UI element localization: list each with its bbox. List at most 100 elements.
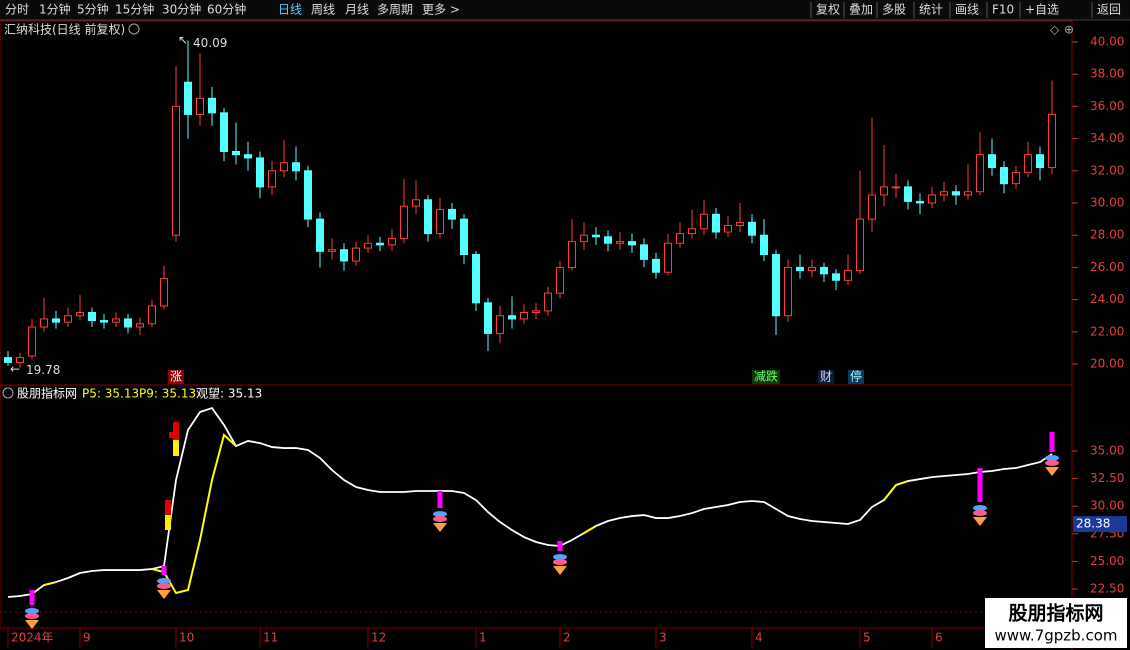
- candle-body: [964, 191, 972, 196]
- candle-body: [544, 292, 552, 312]
- candle-body: [772, 254, 780, 317]
- candle-body: [880, 186, 888, 196]
- candle-body: [352, 247, 360, 262]
- candle-body: [496, 315, 504, 334]
- event-tag[interactable]: 减跌: [754, 369, 778, 384]
- x-tick-label: 3: [659, 631, 667, 645]
- y-tick-label: 26.00: [1090, 260, 1124, 274]
- candle-body: [1024, 154, 1032, 173]
- candle-body: [892, 186, 900, 189]
- candle-body: [580, 234, 588, 243]
- x-tick-label: 5: [863, 631, 871, 645]
- indicator-legend: P9: 35.13: [139, 387, 196, 401]
- event-tag-bg: [168, 370, 185, 384]
- candle-body: [88, 312, 96, 322]
- toolbar-button[interactable]: 返回: [1097, 3, 1121, 17]
- x-tick-label: 6: [935, 631, 943, 645]
- candle-body: [928, 194, 936, 204]
- signal-block: [173, 440, 179, 456]
- toolbar-button[interactable]: 复权: [816, 3, 840, 17]
- candle-body: [904, 186, 912, 202]
- toolbar-tab[interactable]: 5分钟: [77, 2, 109, 17]
- candle-body: [592, 234, 600, 238]
- candle-body: [832, 273, 840, 281]
- candle-body: [364, 242, 372, 249]
- y-tick-label: 24.00: [1090, 292, 1124, 306]
- event-tag[interactable]: 停: [850, 369, 862, 384]
- y-tick-label: 36.00: [1090, 99, 1124, 113]
- signal-bar: [1049, 432, 1055, 452]
- setting-icon[interactable]: ◇: [1050, 23, 1060, 37]
- candle-body: [136, 323, 144, 328]
- candle-body: [148, 305, 156, 325]
- candle-body: [436, 208, 444, 235]
- candle-body: [760, 234, 768, 256]
- toolbar-tab[interactable]: 15分钟: [115, 2, 154, 17]
- candle-body: [508, 315, 516, 320]
- signal-icon: [973, 517, 987, 526]
- y-tick-label: 25.00: [1090, 554, 1124, 568]
- toolbar-tab[interactable]: 月线: [345, 3, 369, 17]
- menu-icon[interactable]: [128, 23, 140, 35]
- y-tick-label: 32.00: [1090, 163, 1124, 177]
- toolbar-tab[interactable]: 1分钟: [39, 2, 71, 17]
- candle-body: [100, 320, 108, 323]
- toolbar-tab[interactable]: 分时: [5, 3, 29, 17]
- toolbar-button[interactable]: +自选: [1025, 3, 1059, 17]
- candle-body: [844, 270, 852, 281]
- indicator-menu[interactable]: [2, 387, 14, 399]
- candle-body: [340, 249, 348, 262]
- candle-body: [268, 170, 276, 188]
- signal-icon: [25, 613, 39, 619]
- toolbar-button[interactable]: 统计: [919, 3, 943, 17]
- toolbar-tab[interactable]: 更多 >: [422, 3, 460, 17]
- signal-icon: [433, 516, 447, 522]
- x-tick-label: 10: [179, 631, 194, 645]
- watermark-title: 股朋指标网: [1008, 603, 1103, 625]
- candle-body: [1048, 113, 1056, 169]
- candle-body: [220, 112, 228, 152]
- toolbar-button[interactable]: 多股: [882, 3, 906, 17]
- toolbar-tab[interactable]: 30分钟: [162, 2, 201, 17]
- candle-body: [472, 254, 480, 304]
- toolbar-tab[interactable]: 多周期: [377, 3, 413, 17]
- signal-bar: [557, 541, 563, 551]
- signal-bar: [437, 491, 443, 508]
- high-arrow: ↖: [178, 33, 188, 47]
- low-label: 19.78: [26, 363, 60, 377]
- candle-body: [112, 318, 120, 323]
- candle-body: [784, 266, 792, 317]
- candle-body: [400, 205, 408, 239]
- candle-body: [40, 318, 48, 328]
- event-tag-bg: [752, 370, 781, 384]
- signal-icon: [553, 566, 567, 575]
- candle-body: [976, 154, 984, 193]
- x-tick-label: 9: [83, 631, 91, 645]
- last-value-label: 28.38: [1076, 517, 1110, 531]
- toolbar-tab[interactable]: 周线: [311, 3, 335, 17]
- candle-body: [184, 81, 192, 115]
- candle-body: [64, 315, 72, 323]
- toolbar-tab[interactable]: 日线: [278, 3, 302, 17]
- y-tick-label: 34.00: [1090, 131, 1124, 145]
- more-icon[interactable]: ⊕: [1064, 23, 1074, 37]
- candle-body: [1036, 154, 1044, 169]
- toolbar-button[interactable]: F10: [992, 3, 1014, 17]
- event-tag[interactable]: 涨: [170, 369, 182, 384]
- event-tag[interactable]: 财: [820, 370, 832, 384]
- watermark-box: [985, 598, 1127, 648]
- toolbar-tab[interactable]: 60分钟: [207, 2, 246, 17]
- candle-body: [244, 154, 252, 159]
- event-tag-bg: [848, 370, 865, 384]
- candle-body: [736, 221, 744, 227]
- y-tick-label: 22.00: [1090, 324, 1124, 338]
- x-tick-label: 2024年: [11, 631, 54, 645]
- candle-body: [952, 191, 960, 196]
- candle-body: [376, 242, 384, 246]
- candle-body: [256, 157, 264, 188]
- toolbar-button[interactable]: 叠加: [849, 3, 873, 17]
- toolbar-button[interactable]: 画线: [955, 3, 979, 17]
